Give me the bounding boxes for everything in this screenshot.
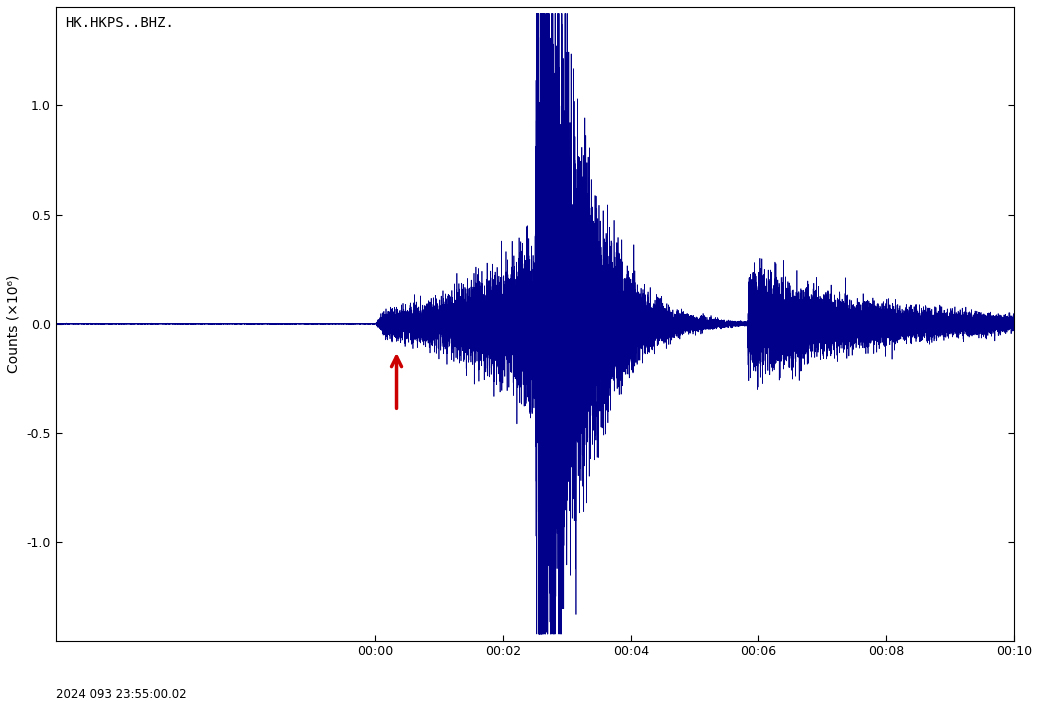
Text: 2024 093 23:55:00.02: 2024 093 23:55:00.02 bbox=[56, 688, 186, 701]
Text: HK.HKPS..BHZ.: HK.HKPS..BHZ. bbox=[65, 16, 175, 30]
Y-axis label: Counts (×10⁶): Counts (×10⁶) bbox=[7, 275, 21, 373]
